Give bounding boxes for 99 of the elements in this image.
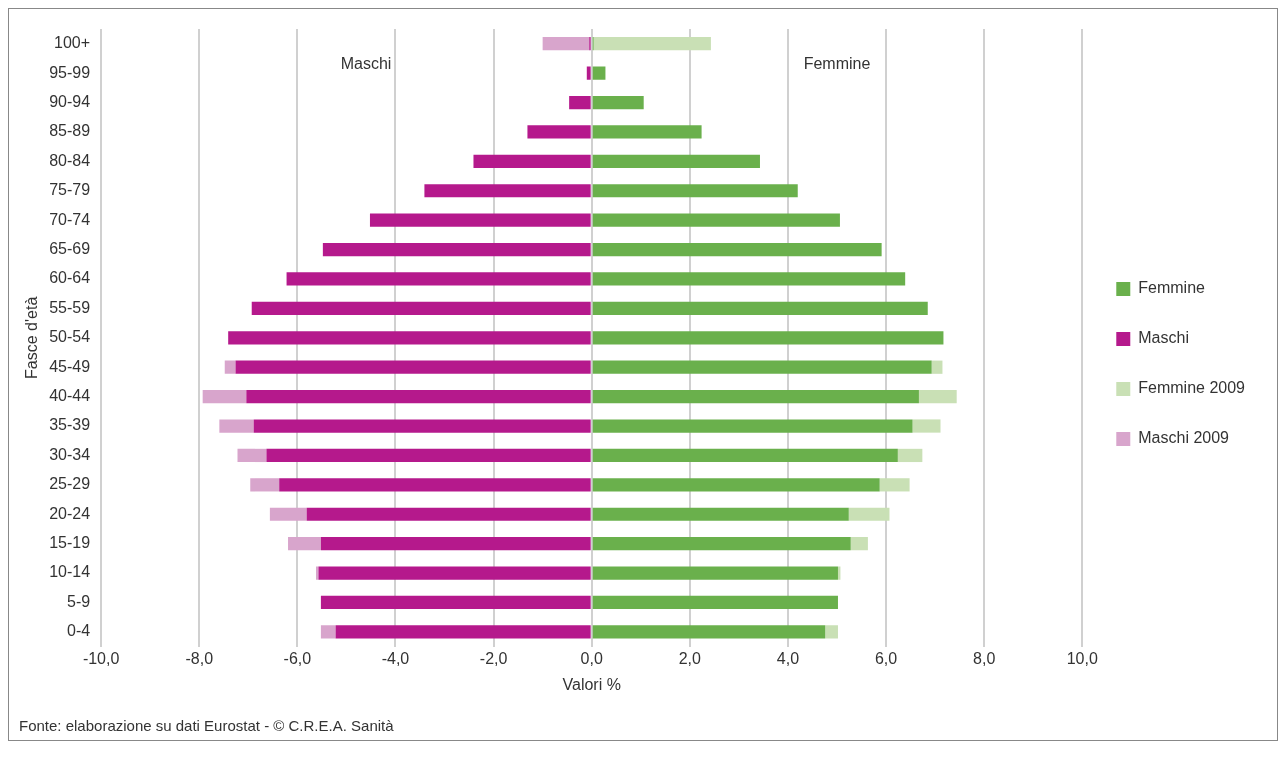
source-note: Fonte: elaborazione su dati Eurostat - © C.R.E.A. Sanità <box>18 716 395 736</box>
y-tick-label: 80-84 <box>49 151 91 169</box>
y-tick-label: 100+ <box>54 34 91 52</box>
bar <box>250 478 280 492</box>
y-tick-label: 60-64 <box>49 269 91 287</box>
bar <box>306 507 591 521</box>
y-tick-label: 95-99 <box>49 63 91 81</box>
bar <box>219 419 254 433</box>
bar <box>593 37 711 51</box>
y-tick-label: 90-94 <box>49 92 91 110</box>
y-tick-label: 10-14 <box>49 563 91 581</box>
bar <box>527 125 591 139</box>
bar <box>322 242 591 257</box>
bar <box>266 448 591 463</box>
bar <box>320 595 591 610</box>
x-tick-label: -4,0 <box>381 649 410 667</box>
bar <box>592 537 851 551</box>
x-tick-label: -6,0 <box>283 649 312 667</box>
bar <box>279 478 591 492</box>
y-tick-label: 20-24 <box>49 504 91 522</box>
bar <box>246 390 591 404</box>
legend-label: Maschi 2009 <box>1138 429 1230 447</box>
bar <box>592 595 838 610</box>
bar <box>592 625 826 639</box>
bar <box>253 419 591 433</box>
bar <box>369 213 591 227</box>
legend-label: Maschi <box>1138 329 1189 347</box>
annotation: Femmine <box>803 55 871 73</box>
y-tick-label: 5-9 <box>67 592 91 610</box>
bar <box>269 507 307 521</box>
bar <box>592 419 913 433</box>
bar <box>586 66 591 80</box>
bar <box>931 360 943 374</box>
bar <box>335 625 591 639</box>
bar <box>592 301 928 316</box>
bar <box>592 360 932 374</box>
bar <box>825 625 838 639</box>
y-tick-label: 25-29 <box>49 475 91 493</box>
y-tick-label: 40-44 <box>49 387 91 405</box>
bar <box>235 360 591 374</box>
bar <box>592 390 919 404</box>
bar <box>592 66 606 80</box>
bar <box>592 184 798 198</box>
bar <box>592 331 944 345</box>
bar <box>224 360 236 374</box>
bar <box>320 537 591 551</box>
x-tick-label: 8,0 <box>973 649 996 667</box>
bar <box>592 448 898 463</box>
y-axis-title: Fasce d'età <box>23 296 41 379</box>
y-tick-label: 55-59 <box>49 298 91 316</box>
y-tick-label: 70-74 <box>49 210 91 228</box>
bar <box>592 242 882 257</box>
x-tick-label: 2,0 <box>678 649 702 667</box>
bar <box>592 478 880 492</box>
bar <box>592 95 644 110</box>
bar <box>569 95 591 110</box>
bar <box>237 448 267 463</box>
y-tick-label: 50-54 <box>49 328 91 346</box>
y-tick-label: 0-4 <box>67 622 91 640</box>
bar <box>918 390 957 404</box>
y-tick-label: 75-79 <box>49 181 91 199</box>
legend-label: Femmine 2009 <box>1138 379 1246 397</box>
x-tick-label: 0,0 <box>580 649 603 667</box>
y-tick-label: 15-19 <box>49 534 91 552</box>
bar <box>318 566 591 580</box>
bar <box>286 272 591 286</box>
bar <box>251 301 591 316</box>
bar <box>912 419 941 433</box>
y-tick-label: 65-69 <box>49 239 91 257</box>
bar <box>202 390 247 404</box>
bar <box>879 478 910 492</box>
annotation: Maschi <box>340 55 392 73</box>
bar <box>592 154 760 168</box>
bar <box>592 272 906 286</box>
bar <box>473 154 591 168</box>
x-tick-label: -10,0 <box>82 649 120 667</box>
x-tick-label: -8,0 <box>185 649 214 667</box>
y-tick-label: 30-34 <box>49 445 91 463</box>
bar <box>228 331 591 345</box>
legend-label: Femmine <box>1138 279 1206 297</box>
x-axis-title: Valori % <box>562 675 621 693</box>
bar <box>320 625 336 639</box>
y-tick-label: 35-39 <box>49 416 91 434</box>
bar <box>542 37 590 51</box>
bar <box>850 537 868 551</box>
bar <box>288 537 321 551</box>
x-tick-label: 10,0 <box>1066 649 1098 667</box>
bar <box>592 125 702 139</box>
x-tick-label: -2,0 <box>479 649 508 667</box>
x-tick-label: 6,0 <box>874 649 898 667</box>
bar <box>848 507 890 521</box>
bar <box>897 448 923 463</box>
bar <box>592 507 849 521</box>
bar <box>592 566 838 580</box>
x-tick-label: 4,0 <box>776 649 800 667</box>
y-tick-label: 45-49 <box>49 357 91 375</box>
y-tick-label: 85-89 <box>49 122 91 140</box>
bar <box>424 184 591 198</box>
bar <box>592 213 840 227</box>
